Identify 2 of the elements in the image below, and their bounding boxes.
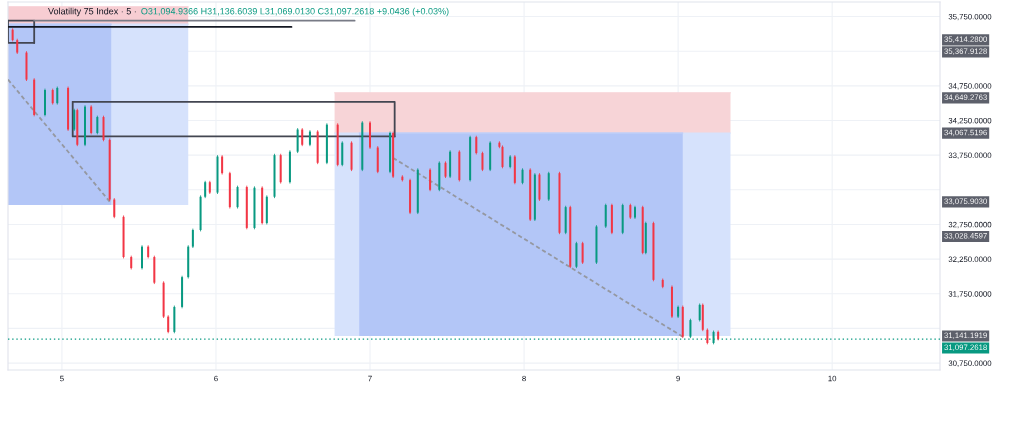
text: Volatility 75 Index · 5 ·	[48, 7, 136, 17]
text: O31,094.9366 H31,136.6039 L31,069.0130 C31,097.2618 +9.0436 (+0.03%)	[141, 7, 449, 17]
